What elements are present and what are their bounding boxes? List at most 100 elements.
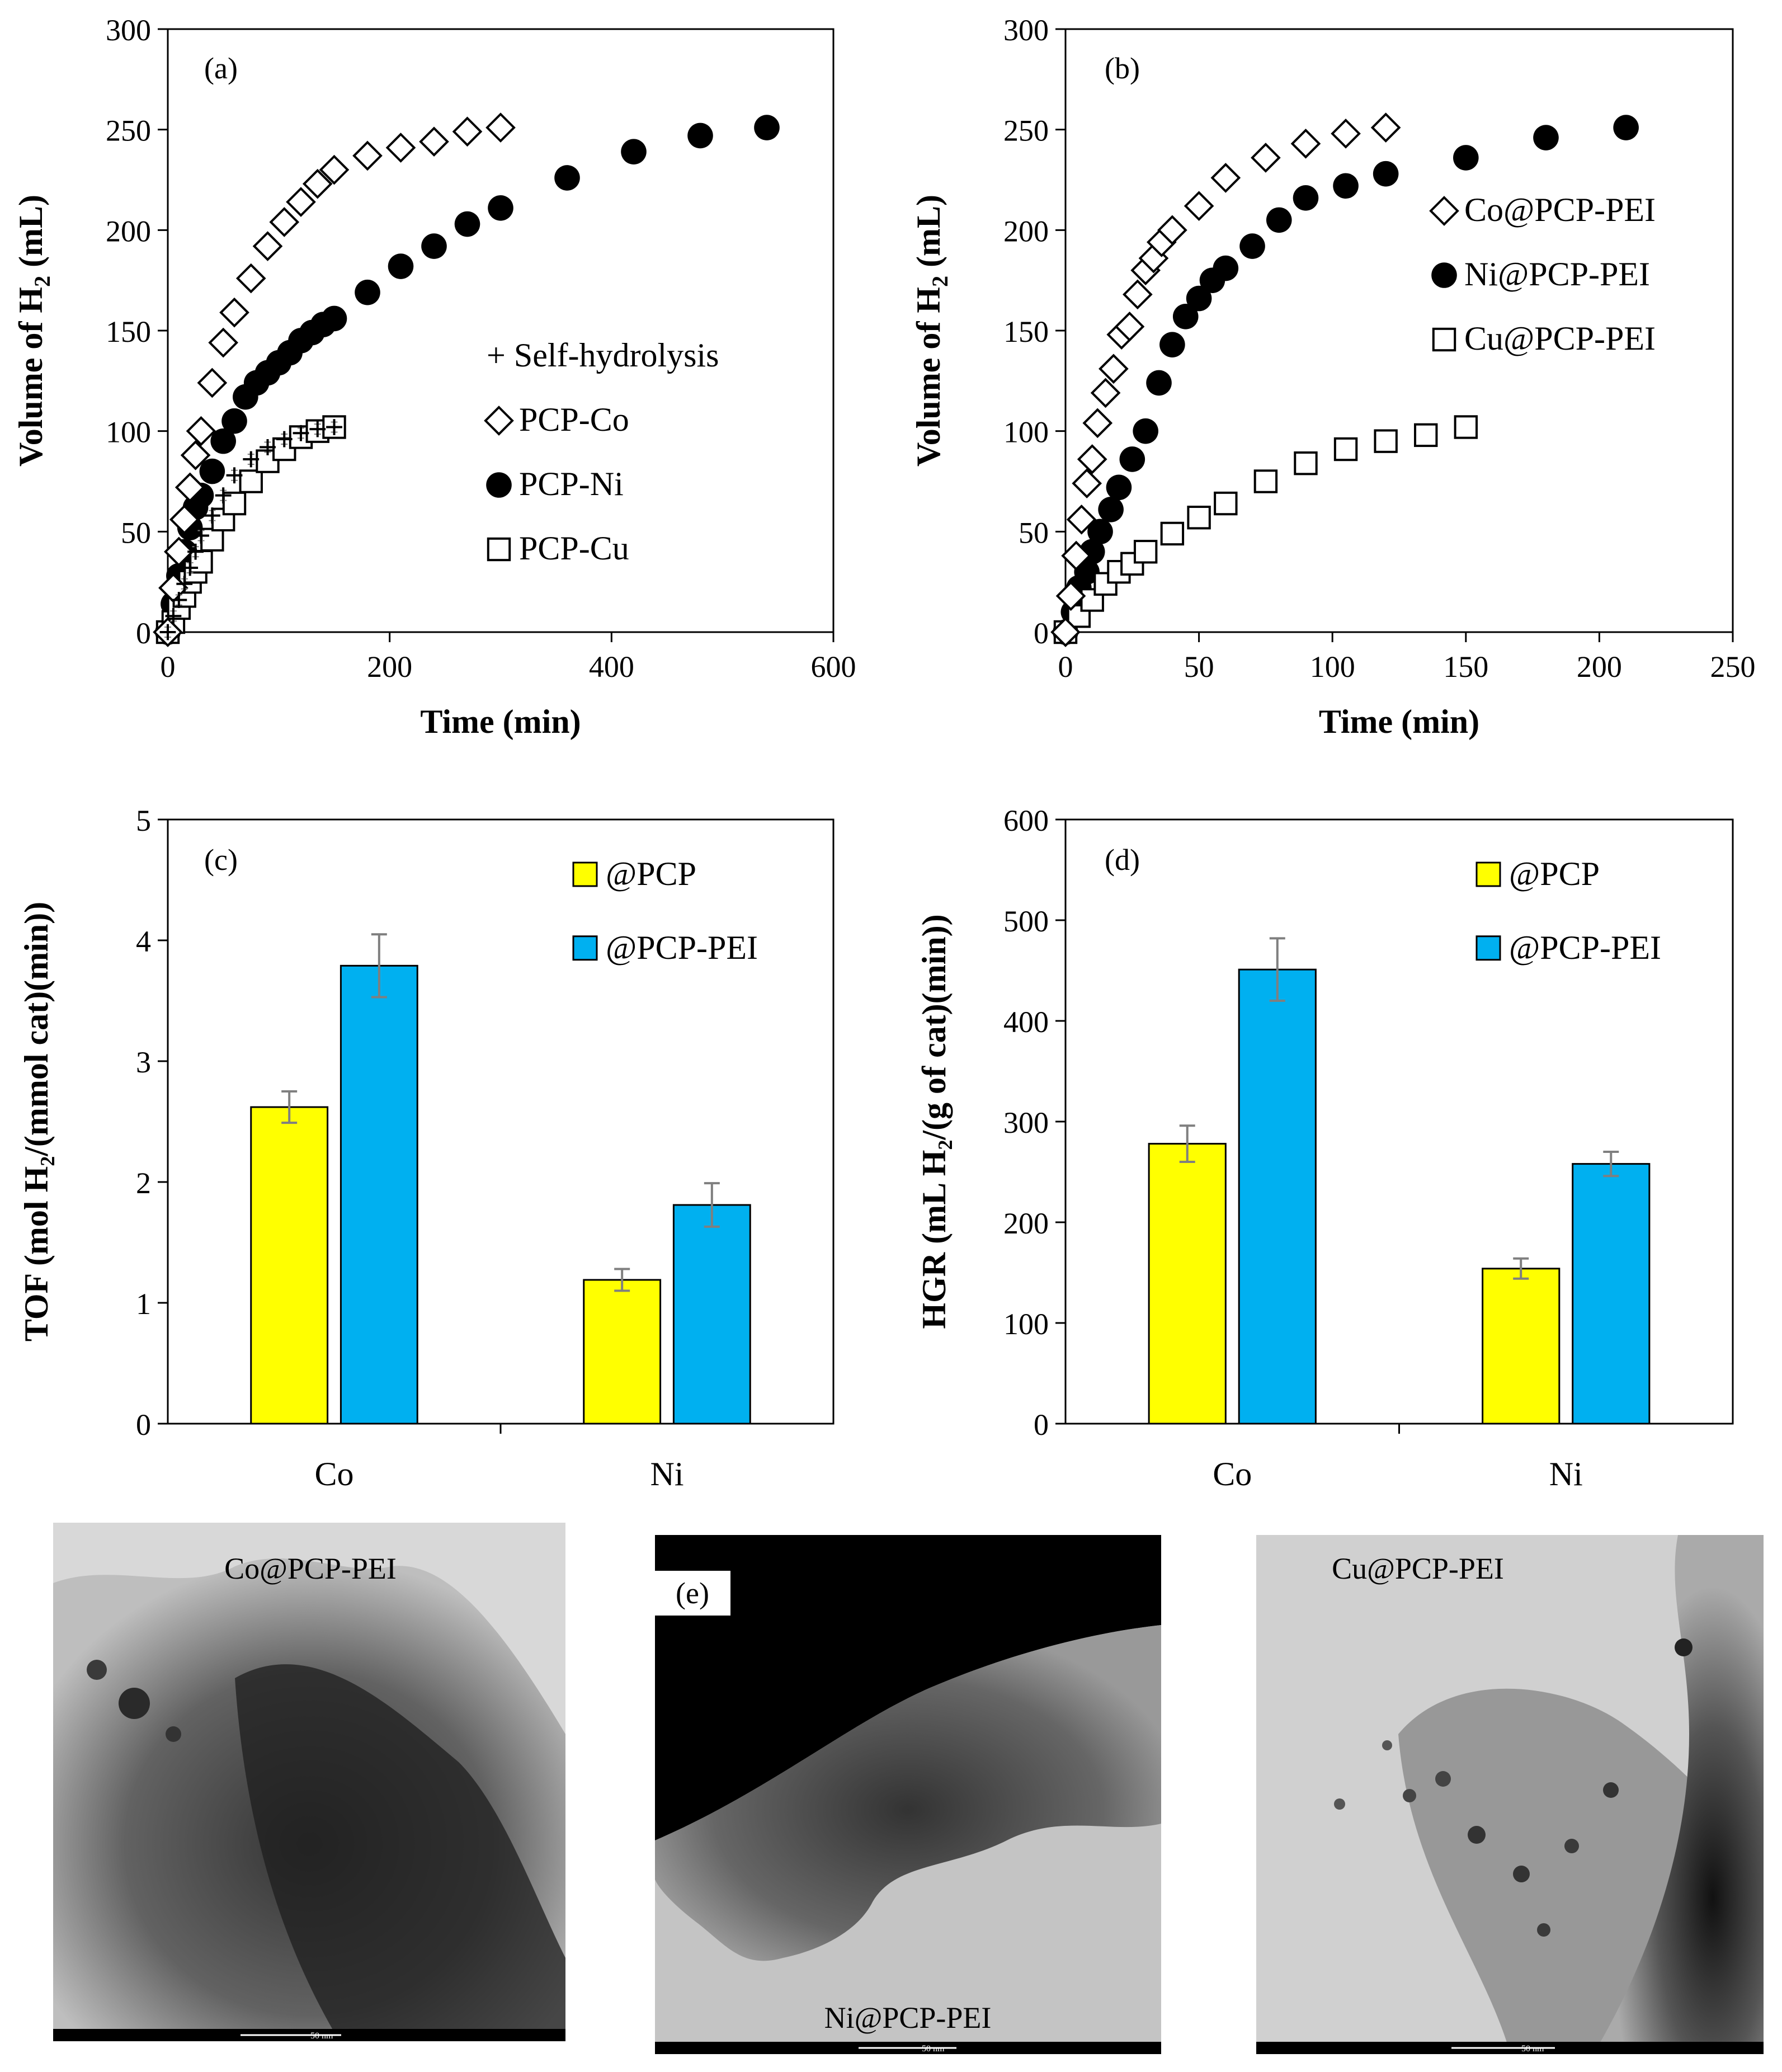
legend-entry: PCP-Ni (519, 465, 624, 502)
series-pcp-ni (155, 115, 780, 645)
data-point (1239, 233, 1265, 259)
x-tick-label: 200 (367, 650, 412, 684)
legend-entry: PCP-Co (519, 401, 629, 438)
y-tick-label: 150 (106, 315, 151, 349)
data-point (302, 168, 333, 199)
legend: @PCP @PCP-PEI (1475, 855, 1661, 966)
legend-swatch (1475, 861, 1501, 887)
bar-pcp-pei-ni (1572, 1163, 1651, 1425)
legend: @PCP @PCP-PEI (572, 855, 758, 966)
y-tick-label: 100 (1003, 1307, 1049, 1341)
data-point (1172, 304, 1199, 329)
data-point (687, 123, 713, 149)
x-tick-label: 600 (811, 650, 856, 684)
series-self-hydrolysis (159, 419, 342, 641)
legend-entry: @PCP-PEI (1509, 929, 1661, 966)
data-point (1106, 474, 1132, 501)
data-point (1214, 491, 1238, 516)
data-point (1133, 418, 1158, 444)
legend-marker (484, 406, 514, 436)
chart-panel-c: 0 1 2 3 4 5 (c) Co Ni TOF (mol H₂/(mmol cat)(min)… (18, 804, 835, 1492)
data-point (1293, 185, 1319, 211)
y-tick-label: 100 (106, 416, 151, 449)
data-point (1082, 408, 1113, 439)
data-point (171, 592, 187, 608)
data-point (1066, 504, 1097, 535)
data-point (286, 187, 316, 217)
panel-label: (b) (1105, 51, 1140, 85)
data-point (388, 253, 414, 279)
data-point (1119, 446, 1145, 472)
y-tick-label: 200 (1003, 1207, 1049, 1240)
data-point (1414, 423, 1438, 448)
data-point (221, 408, 247, 434)
legend-marker (486, 472, 512, 498)
x-category-label: Ni (650, 1456, 684, 1492)
legend-entry: PCP-Cu (519, 530, 629, 567)
data-point (226, 467, 243, 484)
y-tick-label: 0 (136, 616, 151, 650)
y-tick-label: 50 (1019, 516, 1049, 549)
data-point (239, 469, 263, 493)
bar-pcp-pei-ni (672, 1204, 751, 1425)
legend: Co@PCP-PEI Ni@PCP-PEI Cu@PCP-PEI (1429, 191, 1656, 357)
data-point (1087, 519, 1113, 545)
scale-bar-co: 50 nm (310, 2031, 333, 2041)
legend-marker (1429, 196, 1459, 226)
y-tick-label: 600 (1003, 804, 1049, 837)
error-bar (1603, 1151, 1619, 1178)
x-tick-label: 400 (589, 650, 634, 684)
data-point (1213, 255, 1239, 281)
data-point (1184, 191, 1214, 222)
data-point (1157, 215, 1187, 246)
data-point (199, 458, 225, 484)
data-point (1072, 468, 1102, 498)
data-point (421, 233, 447, 259)
data-point (1333, 173, 1359, 199)
data-point (1370, 112, 1401, 143)
data-point (319, 154, 350, 185)
legend-entry: Ni@PCP-PEI (1464, 256, 1650, 293)
data-point (1146, 370, 1172, 396)
bar-pcp-co (250, 1106, 329, 1425)
x-axis-label: Time (min) (420, 703, 581, 740)
data-point (210, 428, 236, 454)
data-point (208, 327, 238, 358)
chart-panel-b: 0 50 100 150 200 250 300 0 50 100 150 200 250 (b) Time… (910, 13, 1756, 740)
data-point (197, 368, 228, 398)
error-bar (614, 1268, 630, 1292)
y-tick-label: 200 (1003, 214, 1049, 248)
data-point (260, 439, 276, 455)
tem-label-cu: Cu@PCP-PEI (1332, 1552, 1504, 1585)
x-tick-label: 250 (1710, 650, 1756, 684)
y-tick-label: 300 (106, 13, 151, 47)
panel-label: (a) (204, 51, 238, 85)
data-point (252, 231, 283, 261)
data-point (1055, 581, 1086, 611)
series-cu-pcp-pei (1053, 415, 1478, 644)
legend-entry: Co@PCP-PEI (1464, 191, 1656, 228)
data-point (1331, 119, 1361, 149)
y-tick-label: 300 (1003, 1106, 1049, 1139)
data-point (355, 279, 380, 305)
x-tick-label: 0 (161, 650, 176, 684)
data-point (1253, 469, 1278, 493)
y-axis-label: TOF (mol H₂/(mmol cat)(min)) (18, 902, 55, 1341)
panel-label-e: (e) (676, 1576, 709, 1610)
legend: + Self-hydrolysis PCP-Co PCP-Ni PCP-Cu (484, 337, 719, 567)
data-point (176, 576, 193, 592)
x-axis-label: Time (min) (1319, 703, 1479, 740)
data-point (621, 139, 647, 164)
legend-swatch (572, 935, 598, 961)
data-point (180, 440, 211, 470)
data-point (1251, 143, 1281, 173)
data-point (1077, 444, 1107, 474)
series-pcp-co (153, 112, 516, 647)
y-tick-label: 500 (1003, 905, 1049, 938)
data-point (1373, 161, 1399, 187)
data-point (1374, 429, 1398, 453)
data-point (293, 425, 309, 441)
data-point (243, 451, 260, 468)
error-bar (371, 933, 387, 999)
